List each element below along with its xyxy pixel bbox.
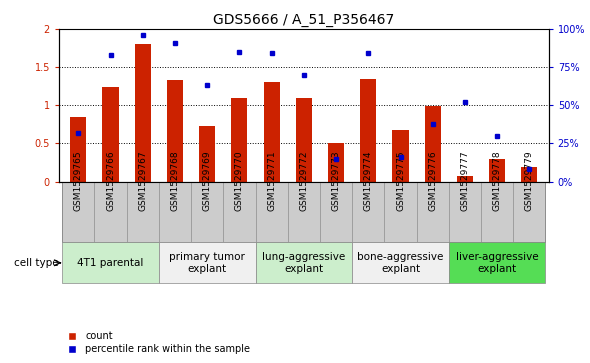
Text: GSM1529768: GSM1529768 — [171, 150, 179, 211]
Bar — [360, 79, 376, 182]
Bar — [352, 242, 449, 283]
Text: primary tumor
explant: primary tumor explant — [169, 252, 245, 274]
Bar — [352, 182, 385, 242]
Text: lung-aggressive
explant: lung-aggressive explant — [262, 252, 346, 274]
Bar — [103, 87, 119, 182]
Bar — [513, 182, 546, 242]
Text: GSM1529766: GSM1529766 — [106, 150, 115, 211]
Title: GDS5666 / A_51_P356467: GDS5666 / A_51_P356467 — [213, 13, 395, 26]
Bar — [449, 242, 546, 283]
Text: liver-aggressive
explant: liver-aggressive explant — [456, 252, 539, 274]
Bar — [385, 182, 417, 242]
Text: GSM1529767: GSM1529767 — [138, 150, 148, 211]
Bar — [223, 182, 255, 242]
Bar — [320, 182, 352, 242]
Text: GSM1529778: GSM1529778 — [493, 150, 502, 211]
Bar — [296, 98, 312, 182]
Bar — [481, 182, 513, 242]
Bar — [94, 182, 127, 242]
Bar — [199, 126, 215, 182]
Bar — [167, 80, 183, 182]
Bar — [392, 130, 408, 182]
Bar — [159, 242, 255, 283]
Bar — [264, 82, 280, 182]
Text: GSM1529777: GSM1529777 — [460, 150, 470, 211]
Bar — [159, 182, 191, 242]
Bar — [255, 242, 352, 283]
Bar — [255, 182, 288, 242]
Text: GSM1529765: GSM1529765 — [74, 150, 83, 211]
Bar — [62, 242, 159, 283]
Text: GSM1529779: GSM1529779 — [525, 150, 534, 211]
Bar — [70, 118, 86, 182]
Bar — [489, 159, 505, 182]
Bar — [135, 44, 151, 182]
Bar — [288, 182, 320, 242]
Bar — [522, 167, 537, 182]
Text: GSM1529772: GSM1529772 — [299, 150, 309, 211]
Bar — [328, 143, 344, 182]
Bar — [417, 182, 449, 242]
Text: bone-aggressive
explant: bone-aggressive explant — [358, 252, 444, 274]
Text: GSM1529769: GSM1529769 — [203, 150, 212, 211]
Bar — [231, 98, 247, 182]
Text: GSM1529774: GSM1529774 — [364, 150, 373, 211]
Text: GSM1529773: GSM1529773 — [332, 150, 340, 211]
Text: GSM1529776: GSM1529776 — [428, 150, 437, 211]
Bar — [191, 182, 223, 242]
Legend: count, percentile rank within the sample: count, percentile rank within the sample — [58, 327, 254, 358]
Bar — [449, 182, 481, 242]
Text: cell type: cell type — [14, 258, 58, 268]
Bar — [62, 182, 94, 242]
Bar — [425, 106, 441, 182]
Text: GSM1529775: GSM1529775 — [396, 150, 405, 211]
Text: GSM1529770: GSM1529770 — [235, 150, 244, 211]
Text: 4T1 parental: 4T1 parental — [77, 258, 144, 268]
Text: GSM1529771: GSM1529771 — [267, 150, 276, 211]
Bar — [457, 176, 473, 182]
Bar — [127, 182, 159, 242]
